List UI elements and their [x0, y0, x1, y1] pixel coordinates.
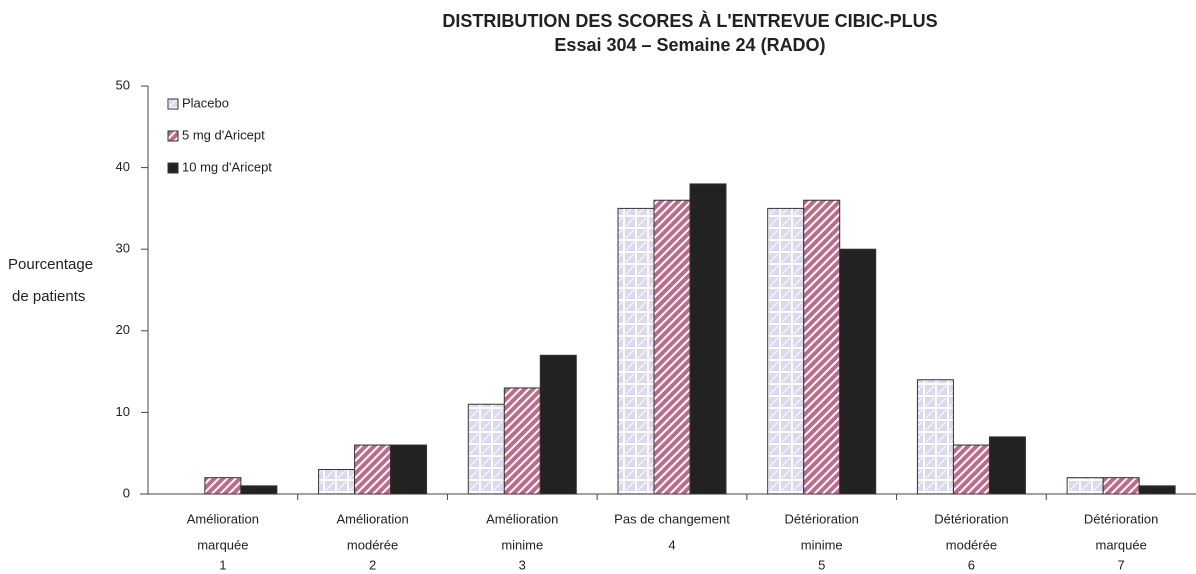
- legend-label: 10 mg d'Aricept: [182, 159, 272, 174]
- bar: [617, 207, 655, 495]
- x-tick-label: Détérioration: [1084, 511, 1158, 526]
- x-tick-label: Amélioration: [336, 511, 408, 526]
- y-axis-title: Pourcentage: [8, 256, 93, 273]
- bar: [503, 387, 541, 495]
- y-tick-label: 0: [123, 485, 130, 500]
- y-axis-title: de patients: [12, 288, 85, 305]
- bar: [1066, 477, 1104, 495]
- x-tick-label: 5: [818, 557, 825, 572]
- x-tick-label: Détérioration: [784, 511, 858, 526]
- legend-swatch: [167, 98, 179, 110]
- y-tick-label: 40: [116, 159, 130, 174]
- x-tick-label: modérée: [946, 537, 997, 552]
- x-tick-label: 1: [219, 557, 226, 572]
- bar: [839, 248, 877, 495]
- bar: [653, 199, 691, 495]
- x-tick-label: 2: [369, 557, 376, 572]
- bar: [1102, 477, 1140, 495]
- bar: [390, 444, 428, 495]
- legend-swatch: [167, 162, 179, 174]
- chart-title: DISTRIBUTION DES SCORES À L'ENTREVUE CIB…: [442, 10, 937, 31]
- x-tick-label: marquée: [1095, 537, 1146, 552]
- legend-swatch: [167, 130, 179, 142]
- x-tick-label: minime: [801, 537, 843, 552]
- x-tick-label: marquée: [197, 537, 248, 552]
- bar: [952, 444, 990, 495]
- x-tick-label: Amélioration: [187, 511, 259, 526]
- bar: [767, 207, 805, 495]
- y-tick-label: 30: [116, 241, 130, 256]
- x-tick-label: 6: [968, 557, 975, 572]
- x-tick-label: 3: [519, 557, 526, 572]
- y-tick-label: 50: [116, 77, 130, 92]
- x-tick-label: Détérioration: [934, 511, 1008, 526]
- bar: [988, 436, 1026, 495]
- x-tick-label: Amélioration: [486, 511, 558, 526]
- chart-subtitle: Essai 304 – Semaine 24 (RADO): [554, 35, 825, 55]
- bar: [803, 199, 841, 495]
- bar: [467, 403, 505, 495]
- bar: [539, 354, 577, 495]
- x-tick-label: Pas de changement: [614, 511, 730, 526]
- bar: [240, 485, 278, 495]
- bar: [689, 183, 727, 495]
- bar: [1138, 485, 1176, 495]
- legend-label: Placebo: [182, 95, 229, 110]
- legend-label: 5 mg d'Aricept: [182, 127, 265, 142]
- x-tick-label: modérée: [347, 537, 398, 552]
- y-tick-label: 10: [116, 404, 130, 419]
- y-tick-label: 20: [116, 322, 130, 337]
- x-tick-label: 4: [668, 537, 675, 552]
- bar: [354, 444, 392, 495]
- bar: [204, 477, 242, 495]
- x-tick-label: 7: [1118, 557, 1125, 572]
- bar: [916, 379, 954, 495]
- x-tick-label: minime: [501, 537, 543, 552]
- bar: [318, 469, 356, 495]
